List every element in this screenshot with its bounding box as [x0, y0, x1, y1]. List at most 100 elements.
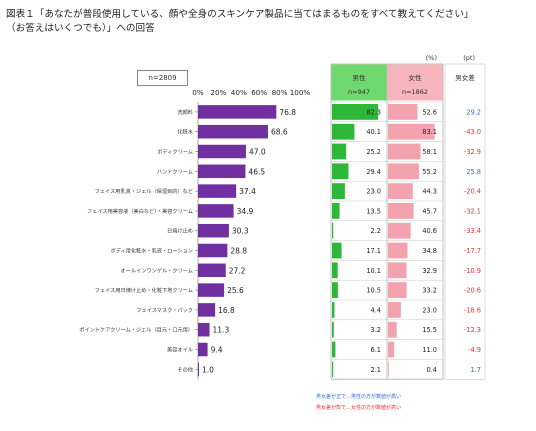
male-value: 10.1 — [366, 267, 381, 275]
male-value: 40.1 — [366, 128, 381, 136]
female-value: 45.7 — [422, 207, 437, 215]
male-cell-bar — [332, 262, 338, 279]
female-col-header: 女性 — [409, 73, 423, 82]
x-tick-label: 40% — [231, 88, 247, 97]
x-tick-label: 0% — [192, 88, 204, 97]
gap-value: 1.7 — [471, 366, 482, 374]
gap-value: 29.2 — [466, 108, 481, 116]
category-label: 洗顔料 — [177, 108, 193, 116]
chart-title-line1: 図表１「あなたが普段使用している、顔や全身のスキンケア製品に当てはまるものをすべ… — [6, 9, 474, 20]
bar — [198, 342, 208, 357]
gap-value: -20.6 — [464, 287, 481, 295]
gap-value: -32.1 — [464, 207, 481, 215]
female-value: 55.2 — [422, 168, 437, 176]
male-value: 82.3 — [366, 108, 381, 116]
male-value: 2.1 — [371, 366, 382, 374]
female-value: 40.6 — [422, 227, 437, 235]
bar-value-label: 9.4 — [211, 346, 223, 355]
category-label: オールインワンゲル・クリーム — [121, 266, 193, 274]
female-cell-bar — [388, 242, 408, 259]
bar-value-label: 76.8 — [279, 108, 296, 117]
male-cell-bar — [332, 242, 342, 259]
male-cell-bar — [332, 123, 355, 140]
gap-value: -20.4 — [464, 188, 481, 196]
category-label: ポイントケアクリーム・ジェル（目元・口元用） — [79, 326, 193, 334]
bar-value-label: 68.6 — [271, 128, 288, 137]
male-cell-bar — [332, 222, 334, 239]
female-value: 23.0 — [422, 306, 437, 314]
male-cell-bar — [332, 361, 334, 378]
female-value: 0.4 — [427, 366, 438, 374]
category-label: ハンドクリーム — [157, 168, 193, 175]
male-value: 2.2 — [371, 227, 382, 235]
unit-pct-label: (%) — [426, 54, 437, 62]
male-value: 3.2 — [371, 326, 382, 334]
bar — [198, 362, 200, 377]
category-label: フェイスマスク・パック — [136, 307, 193, 314]
bar — [198, 184, 237, 198]
male-value: 10.5 — [366, 287, 381, 295]
female-cell-bar — [388, 282, 407, 298]
female-value: 15.5 — [422, 326, 437, 334]
bar — [198, 164, 246, 179]
female-value: 33.2 — [422, 287, 437, 295]
male-value: 25.2 — [366, 148, 381, 156]
chart-title-line2: （お答えはいくつでも）」への回答 — [6, 23, 155, 34]
category-label: ボディクリーム — [157, 148, 193, 156]
x-tick-label: 20% — [210, 88, 226, 97]
male-n-label: n=947 — [348, 88, 370, 96]
male-cell-bar — [332, 163, 349, 180]
bar — [198, 283, 225, 297]
category-label: その他 — [177, 365, 193, 373]
female-value: 58.1 — [422, 148, 437, 156]
bar-value-label: 46.5 — [248, 167, 265, 176]
male-col-header: 男性 — [353, 73, 367, 82]
female-cell-bar — [388, 222, 411, 239]
bar — [198, 144, 246, 159]
x-tick-label: 80% — [272, 88, 288, 97]
bar — [198, 263, 226, 278]
category-label: 美容オイル — [167, 346, 193, 354]
female-cell-bar — [388, 361, 389, 378]
male-value: 4.4 — [371, 306, 382, 314]
male-cell-bar — [332, 143, 347, 160]
female-cell-bar — [388, 341, 395, 358]
female-cell-bar — [388, 302, 401, 318]
male-cell-bar — [332, 321, 334, 338]
gap-value: -17.7 — [464, 247, 481, 255]
gap-value: -18.6 — [464, 306, 481, 314]
legend-female-higher: 男女差が負で…女性の方が数値が高い — [316, 405, 402, 411]
female-value: 11.0 — [422, 346, 437, 354]
gap-value: -4.9 — [468, 346, 481, 354]
gap-value: -43.0 — [464, 128, 481, 136]
x-tick-label: 100% — [290, 88, 311, 97]
legend-male-higher: 男女差が正で…男性の方が数値が高い — [316, 394, 402, 400]
female-n-label: n=1862 — [402, 88, 428, 96]
female-header-bg — [387, 64, 443, 101]
male-value: 29.4 — [366, 168, 381, 176]
bar-value-label: 11.3 — [213, 326, 230, 335]
male-value: 23.0 — [366, 188, 381, 196]
gap-value: 25.8 — [466, 168, 481, 176]
bar — [198, 322, 210, 337]
female-cell-bar — [388, 123, 435, 140]
bar-value-label: 34.9 — [237, 207, 254, 216]
female-value: 44.3 — [422, 188, 437, 196]
female-cell-bar — [388, 183, 413, 199]
male-value: 6.1 — [371, 346, 382, 354]
bar-value-label: 47.0 — [249, 148, 266, 157]
female-cell-bar — [388, 321, 397, 338]
male-cell-bar — [332, 282, 338, 298]
bar — [198, 204, 234, 218]
bar — [198, 243, 228, 258]
female-value: 34.8 — [422, 247, 437, 255]
bar-value-label: 16.8 — [218, 306, 235, 315]
gap-col-header: 男女差 — [455, 73, 475, 82]
male-cell-bar — [332, 302, 335, 318]
female-cell-bar — [388, 104, 418, 120]
male-value: 17.1 — [366, 247, 381, 255]
male-cell-bar — [332, 203, 340, 219]
bar-value-label: 37.4 — [239, 187, 256, 196]
gap-value: -32.9 — [464, 148, 481, 156]
